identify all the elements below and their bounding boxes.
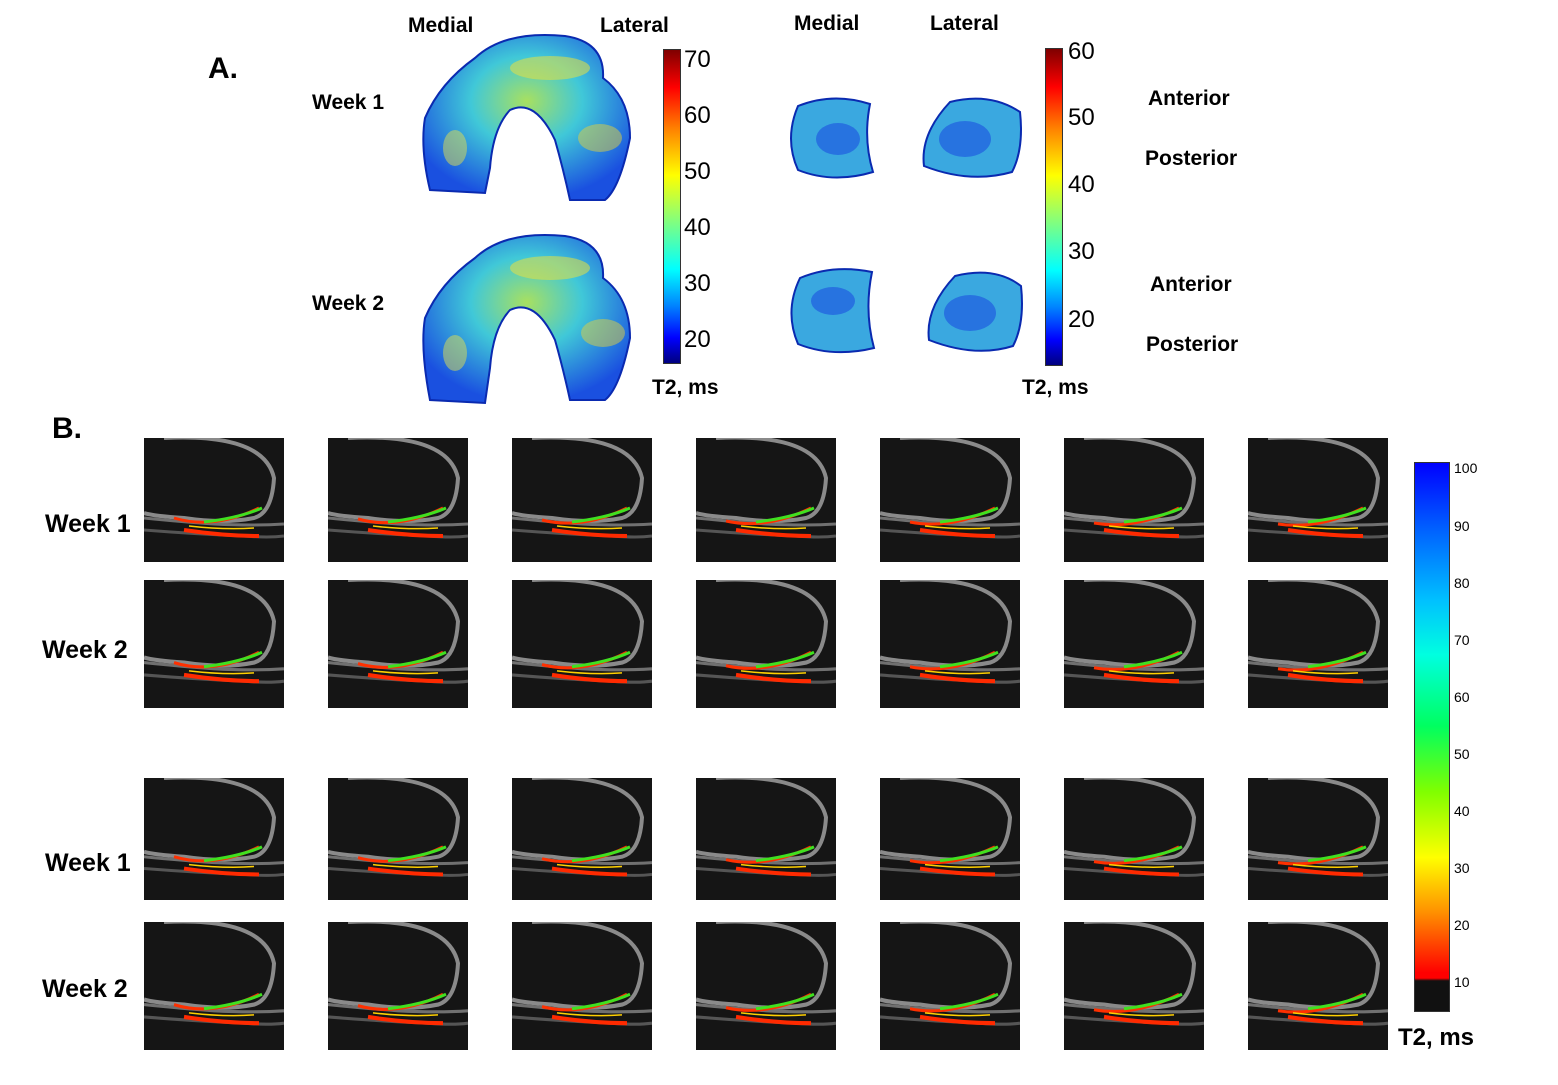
tibial-colorbar-label: T2, ms — [1022, 376, 1089, 399]
tibial-tick-20: 20 — [1068, 306, 1095, 333]
femoral-colorbar-ticks: 70 60 50 40 30 20 — [684, 44, 724, 374]
mri-thumbnail-r1-c1 — [144, 438, 284, 562]
mri-thumbnail-r3-c6 — [1064, 778, 1204, 900]
tibial-medial-map-week1 — [790, 97, 875, 179]
femoral-tick-40: 40 — [684, 214, 711, 241]
b-tick-70: 70 — [1454, 632, 1470, 648]
mri-thumbnail-r3-c7 — [1248, 778, 1388, 900]
b-tick-50: 50 — [1454, 746, 1470, 762]
tibial-posterior-label-2: Posterior — [1146, 333, 1239, 356]
mri-thumbnail-r2-c6 — [1064, 580, 1204, 708]
mri-thumbnail-r3-c4 — [696, 778, 836, 900]
femoral-tick-70: 70 — [684, 46, 711, 73]
b-tick-10: 10 — [1454, 974, 1470, 990]
panel-b-row4-label: Week 2 — [42, 975, 128, 1003]
mri-thumbnail-r2-c7 — [1248, 580, 1388, 708]
tibial-medial-label: Medial — [794, 12, 860, 35]
panel-a-label: A. — [208, 52, 238, 85]
mri-thumbnail-r2-c4 — [696, 580, 836, 708]
femoral-medial-label: Medial — [408, 14, 474, 37]
panel-b-row2-label: Week 2 — [42, 636, 128, 664]
tibial-lateral-label: Lateral — [930, 12, 999, 35]
mri-thumbnail-r1-c3 — [512, 438, 652, 562]
b-tick-60: 60 — [1454, 689, 1470, 705]
tibial-posterior-label-1: Posterior — [1145, 147, 1238, 170]
tibial-anterior-label-1: Anterior — [1148, 87, 1230, 110]
mri-thumbnail-r1-c7 — [1248, 438, 1388, 562]
femoral-tick-30: 30 — [684, 270, 711, 297]
mri-thumbnail-r4-c2 — [328, 922, 468, 1050]
mri-thumbnail-r4-c7 — [1248, 922, 1388, 1050]
mri-thumbnail-r3-c5 — [880, 778, 1020, 900]
mri-thumbnail-r4-c3 — [512, 922, 652, 1050]
panel-b-colorbar — [1414, 462, 1450, 1012]
tibial-colorbar-ticks: 60 50 40 30 20 — [1068, 36, 1108, 366]
b-tick-90: 90 — [1454, 518, 1470, 534]
femoral-tick-60: 60 — [684, 102, 711, 129]
femoral-t2-map-week1 — [422, 33, 632, 201]
tibial-lateral-map-week2 — [927, 271, 1023, 352]
panel-b-row1-label: Week 1 — [45, 510, 131, 538]
femoral-tick-50: 50 — [684, 158, 711, 185]
mri-thumbnail-r1-c4 — [696, 438, 836, 562]
mri-thumbnail-r2-c3 — [512, 580, 652, 708]
mri-thumbnail-r4-c5 — [880, 922, 1020, 1050]
mri-thumbnail-r3-c1 — [144, 778, 284, 900]
tibial-colorbar — [1045, 48, 1063, 366]
femoral-lateral-label: Lateral — [600, 14, 669, 37]
mri-thumbnail-r2-c2 — [328, 580, 468, 708]
femoral-colorbar — [663, 49, 681, 364]
b-tick-30: 30 — [1454, 860, 1470, 876]
mri-thumbnail-r4-c6 — [1064, 922, 1204, 1050]
mri-thumbnail-r1-c6 — [1064, 438, 1204, 562]
panel-b-label: B. — [52, 412, 82, 445]
femoral-tick-20: 20 — [684, 326, 711, 353]
b-tick-100: 100 — [1454, 460, 1478, 476]
tibial-tick-60: 60 — [1068, 38, 1095, 65]
mri-thumbnail-r3-c3 — [512, 778, 652, 900]
b-tick-20: 20 — [1454, 917, 1470, 933]
tibial-tick-40: 40 — [1068, 171, 1095, 198]
tibial-medial-map-week2 — [790, 268, 876, 354]
panel-b-row3-label: Week 1 — [45, 849, 131, 877]
b-tick-40: 40 — [1454, 803, 1470, 819]
mri-thumbnail-r2-c1 — [144, 580, 284, 708]
femoral-colorbar-label: T2, ms — [652, 376, 719, 399]
mri-thumbnail-r1-c5 — [880, 438, 1020, 562]
mri-thumbnail-r4-c4 — [696, 922, 836, 1050]
mri-thumbnail-r1-c2 — [328, 438, 468, 562]
tibial-tick-30: 30 — [1068, 238, 1095, 265]
mri-thumbnail-r3-c2 — [328, 778, 468, 900]
panel-b-colorbar-label: T2, ms — [1398, 1024, 1475, 1051]
tibial-lateral-map-week1 — [922, 97, 1022, 178]
mri-thumbnail-r2-c5 — [880, 580, 1020, 708]
tibial-tick-50: 50 — [1068, 104, 1095, 131]
femoral-t2-map-week2 — [422, 233, 632, 405]
mri-thumbnail-r4-c1 — [144, 922, 284, 1050]
femoral-week1-label: Week 1 — [312, 91, 384, 114]
b-tick-80: 80 — [1454, 575, 1470, 591]
femoral-week2-label: Week 2 — [312, 292, 384, 315]
panel-b-colorbar-ticks: 100 90 80 70 60 50 40 30 20 10 — [1454, 460, 1494, 1000]
tibial-anterior-label-2: Anterior — [1150, 273, 1232, 296]
